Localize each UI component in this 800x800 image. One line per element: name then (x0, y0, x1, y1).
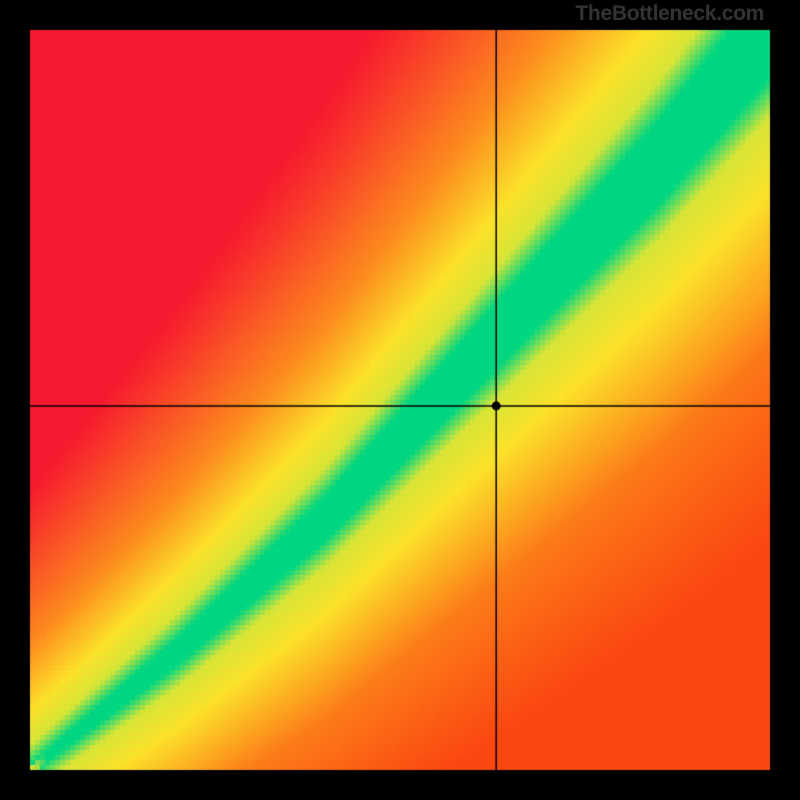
bottleneck-heatmap (0, 0, 800, 800)
watermark-text: TheBottleneck.com (575, 2, 764, 26)
chart-container: TheBottleneck.com (0, 0, 800, 800)
